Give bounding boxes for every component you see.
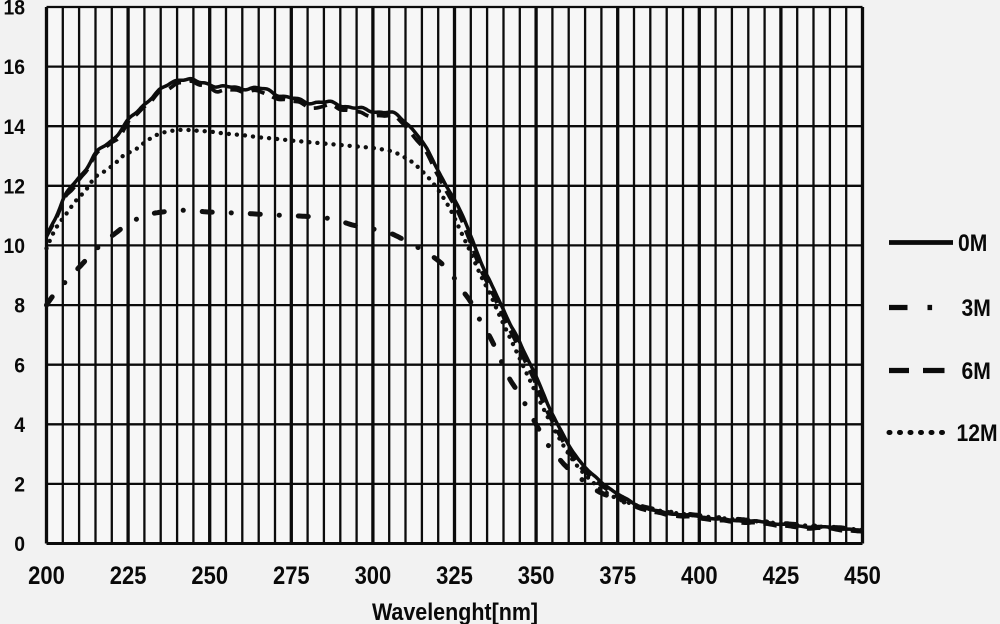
svg-text:12: 12 xyxy=(3,174,25,198)
svg-text:425: 425 xyxy=(763,562,800,590)
svg-text:18: 18 xyxy=(3,0,25,20)
svg-text:16: 16 xyxy=(3,55,25,79)
svg-text:250: 250 xyxy=(191,562,228,590)
svg-text:3M: 3M xyxy=(962,295,991,322)
svg-text:Wavelenght[nm]: Wavelenght[nm] xyxy=(372,598,538,624)
svg-text:14: 14 xyxy=(3,115,25,139)
svg-text:12M: 12M xyxy=(957,420,998,447)
svg-text:2: 2 xyxy=(14,473,25,497)
svg-text:6: 6 xyxy=(14,353,25,377)
svg-text:275: 275 xyxy=(273,562,310,590)
svg-text:400: 400 xyxy=(681,562,718,590)
svg-text:4: 4 xyxy=(14,413,25,437)
svg-text:300: 300 xyxy=(355,562,392,590)
svg-text:325: 325 xyxy=(436,562,473,590)
svg-text:8: 8 xyxy=(14,294,25,318)
svg-text:350: 350 xyxy=(518,562,555,590)
svg-text:375: 375 xyxy=(599,562,636,590)
svg-text:10: 10 xyxy=(3,234,25,258)
svg-text:450: 450 xyxy=(844,562,881,590)
svg-text:0M: 0M xyxy=(958,230,987,257)
svg-text:225: 225 xyxy=(110,562,147,590)
svg-text:200: 200 xyxy=(28,562,65,590)
svg-text:6M: 6M xyxy=(962,358,991,385)
svg-text:0: 0 xyxy=(14,532,25,556)
